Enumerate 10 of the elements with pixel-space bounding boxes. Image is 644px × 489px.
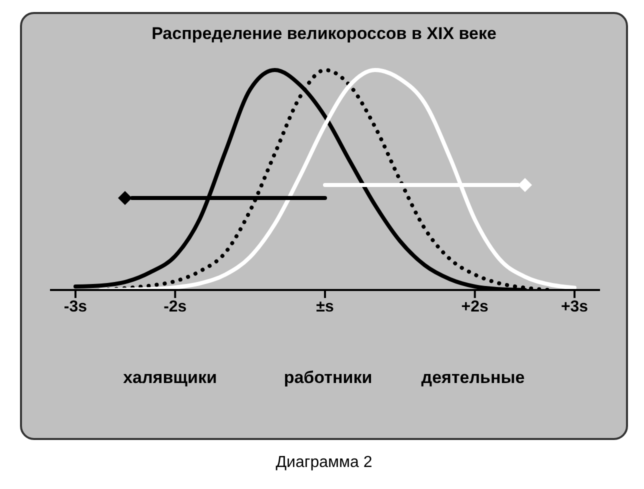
chart-title: Распределение великороссов в XIX веке [150,24,498,44]
text: Диаграмма 2 [274,454,374,472]
x-tick-label: +2s [461,298,489,316]
x-tick-label: -2s [164,298,187,316]
x-tick-label: +3s [560,298,588,316]
text: халявщики [122,368,218,388]
x-tick-label: -3s [64,298,88,316]
text: работники [282,368,374,388]
x-tick-label: ±s [316,298,334,316]
text: деятельные [420,368,526,388]
